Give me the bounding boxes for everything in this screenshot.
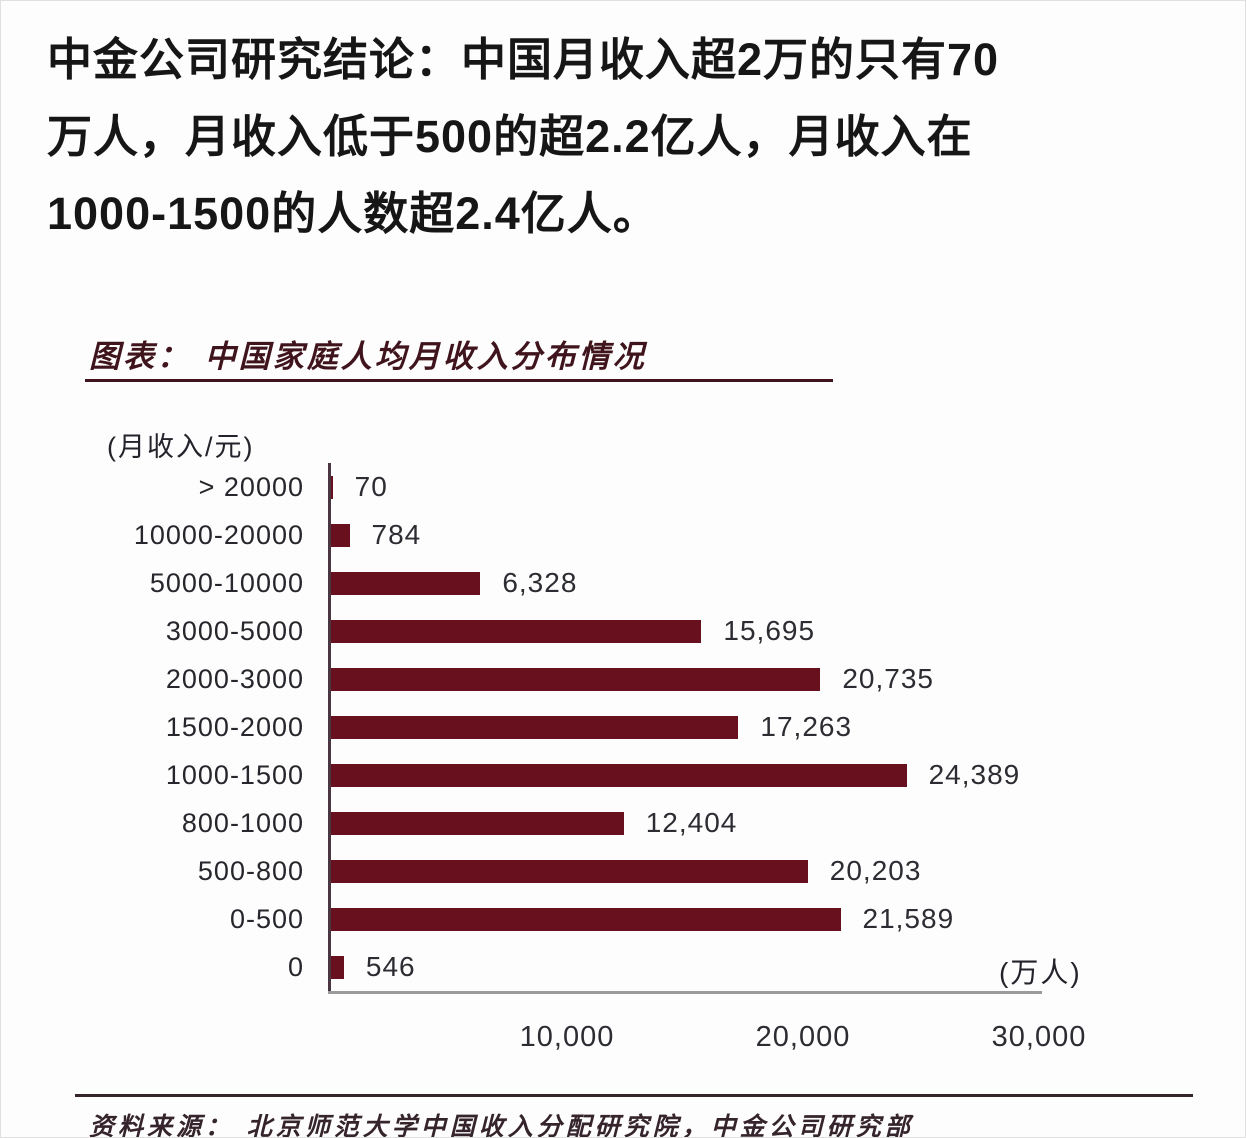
chart-row: 0 546	[81, 943, 1201, 991]
value-label: 20,203	[829, 855, 922, 886]
x-axis-line	[328, 991, 1042, 994]
bar	[331, 955, 344, 979]
category-label: > 20000	[198, 471, 304, 502]
x-axis-tick-label: 20,000	[755, 1021, 851, 1053]
bar-zone: 546	[328, 943, 1036, 991]
bar-zone: 12,404	[328, 799, 1036, 847]
value-label: 546	[365, 951, 416, 982]
bar-zone: 20,203	[328, 847, 1036, 895]
bar	[331, 859, 808, 883]
category-label: 500-800	[197, 855, 304, 886]
header-line-2: 万人，月收入低于500的超2.2亿人，月收入在	[47, 111, 973, 162]
category-label: 0-500	[229, 903, 304, 934]
value-label: 21,589	[862, 903, 955, 934]
value-label: 15,695	[723, 615, 816, 646]
bar	[331, 715, 739, 739]
category-label: 1500-2000	[165, 711, 304, 742]
bar-zone: 17,263	[328, 703, 1036, 751]
x-axis-tick-label: 30,000	[991, 1021, 1087, 1053]
bar	[331, 523, 350, 547]
value-label: 20,735	[842, 663, 934, 694]
header-line-1: 中金公司研究结论：中国月收入超2万的只有70	[47, 34, 1000, 85]
category-label: 2000-3000	[165, 663, 304, 694]
category-label: 10000-20000	[133, 519, 304, 550]
chart-row: 2000-3000 20,735	[81, 655, 1201, 703]
footer-divider	[75, 1094, 1193, 1097]
chart-row: 1500-2000 17,263	[81, 703, 1201, 751]
bar-zone: 6,328	[328, 559, 1036, 607]
bar-zone: 20,735	[328, 655, 1036, 703]
chart-row: 500-800 20,203	[81, 847, 1201, 895]
bar-chart: > 20000 70 10000-20000 784 5000-10000 6,328 30…	[81, 463, 1201, 991]
chart-row: 0-500 21,589	[81, 895, 1201, 943]
bar-zone: 70	[328, 463, 1036, 511]
chart-row: 5000-10000 6,328	[81, 559, 1201, 607]
source-note: 资料来源： 北京师范大学中国收入分配研究院，中金公司研究部	[89, 1112, 914, 1138]
chart-row: > 20000 70	[81, 463, 1201, 511]
value-label: 70	[354, 471, 388, 502]
chart-row: 1000-1500 24,389	[81, 751, 1201, 799]
bar	[331, 571, 481, 595]
bar-zone: 784	[328, 511, 1036, 559]
research-conclusion-text: 中金公司研究结论：中国月收入超2万的只有70 万人，月收入低于500的超2.2亿…	[47, 21, 1217, 252]
category-label: 1000-1500	[165, 759, 304, 790]
bar-zone: 24,389	[328, 751, 1036, 799]
category-label: 3000-5000	[165, 615, 304, 646]
bar-zone: 21,589	[328, 895, 1036, 943]
chart-row: 800-1000 12,404	[81, 799, 1201, 847]
bar	[331, 475, 333, 499]
x-axis-tick-label: 10,000	[519, 1021, 615, 1053]
category-label: 800-1000	[181, 807, 304, 838]
value-label: 784	[371, 519, 422, 550]
chart-title-underline	[85, 379, 833, 382]
value-label: 24,389	[928, 759, 1021, 790]
bar	[331, 667, 821, 691]
x-axis-unit-label: (万人)	[999, 957, 1082, 988]
value-label: 6,328	[502, 567, 578, 598]
chart-row: 3000-5000 15,695	[81, 607, 1201, 655]
chart-title: 图表： 中国家庭人均月收入分布情况	[89, 339, 647, 375]
category-label: 0	[287, 951, 304, 982]
category-label: 5000-10000	[149, 567, 304, 598]
header-line-3: 1000-1500的人数超2.4亿人。	[47, 188, 659, 239]
y-axis-title: (月收入/元)	[107, 432, 255, 462]
bar	[331, 907, 841, 931]
bar	[331, 619, 702, 643]
bar	[331, 811, 624, 835]
bar	[331, 763, 907, 787]
chart-row: 10000-20000 784	[81, 511, 1201, 559]
bar-zone: 15,695	[328, 607, 1036, 655]
value-label: 17,263	[760, 711, 853, 742]
value-label: 12,404	[645, 807, 738, 838]
